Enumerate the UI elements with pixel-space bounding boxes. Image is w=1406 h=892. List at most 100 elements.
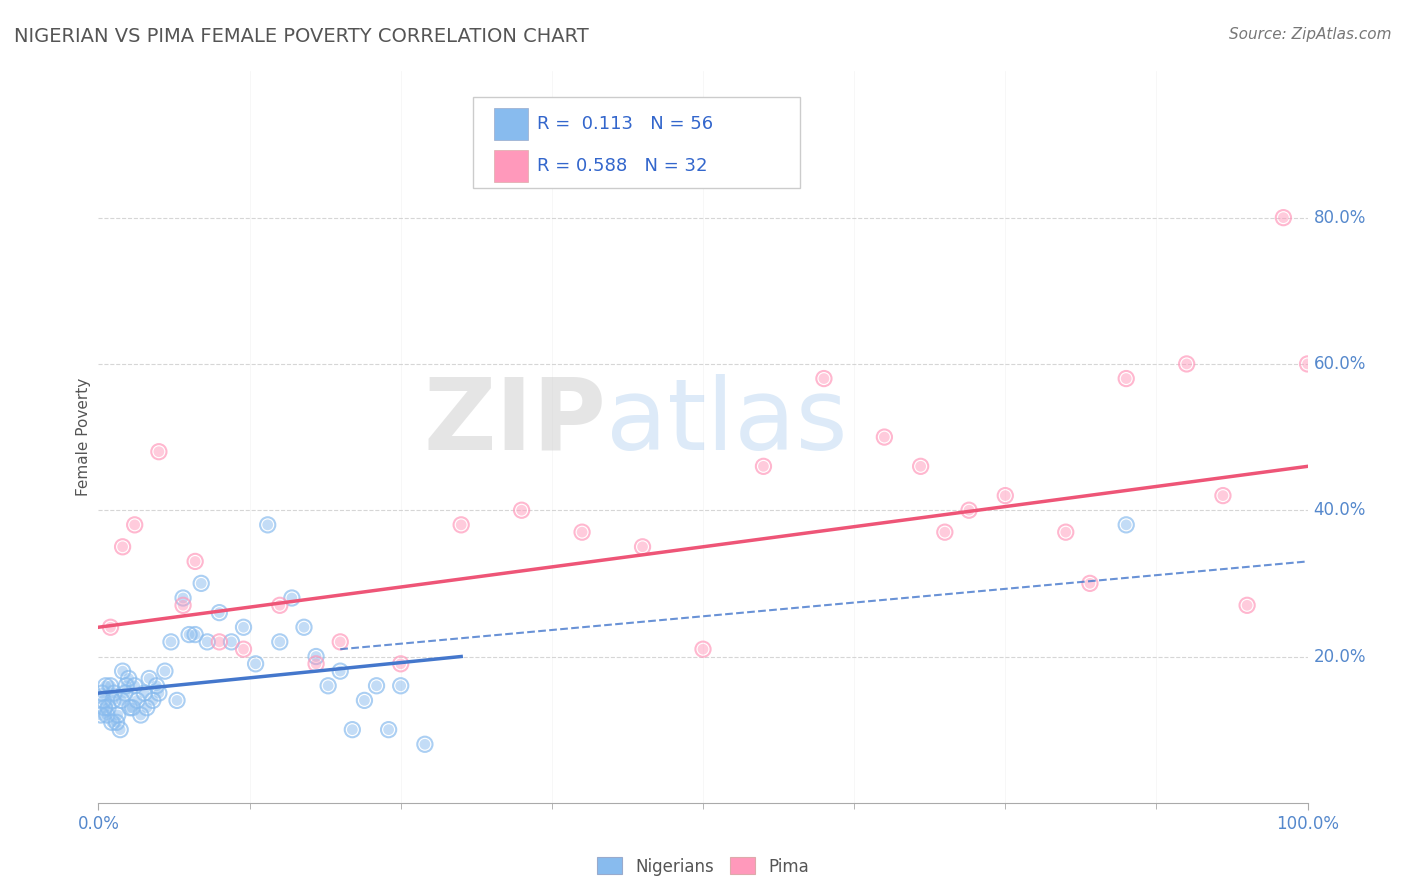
Point — [135, 700, 157, 714]
Point — [450, 517, 472, 532]
Point — [232, 642, 254, 657]
Point — [103, 686, 125, 700]
Point — [1272, 211, 1295, 225]
Point — [510, 503, 533, 517]
Text: R = 0.588   N = 32: R = 0.588 N = 32 — [537, 157, 707, 175]
Point — [111, 540, 134, 554]
Point — [110, 693, 132, 707]
Y-axis label: Female Poverty: Female Poverty — [76, 378, 91, 496]
Point — [208, 606, 231, 620]
Point — [145, 679, 167, 693]
Point — [256, 517, 278, 532]
Point — [1054, 525, 1077, 540]
Point — [631, 540, 654, 554]
Point — [934, 525, 956, 540]
Point — [148, 686, 170, 700]
Point — [108, 723, 131, 737]
Point — [873, 430, 896, 444]
Point — [245, 657, 267, 671]
Point — [153, 664, 176, 678]
Point — [148, 444, 170, 458]
Point — [269, 599, 291, 613]
Point — [377, 723, 399, 737]
Point — [389, 679, 412, 693]
Point — [118, 672, 141, 686]
Point — [90, 708, 112, 723]
Point — [101, 693, 124, 707]
Point — [153, 664, 176, 678]
Point — [957, 503, 980, 517]
Point — [184, 554, 207, 568]
Point — [97, 700, 120, 714]
Point — [166, 693, 188, 707]
Point — [752, 459, 775, 474]
Point — [115, 679, 138, 693]
Point — [752, 459, 775, 474]
Point — [100, 679, 122, 693]
Point — [148, 444, 170, 458]
Point — [269, 635, 291, 649]
Legend: Nigerians, Pima: Nigerians, Pima — [591, 851, 815, 882]
Point — [91, 693, 114, 707]
Text: ZIP: ZIP — [423, 374, 606, 471]
Text: 80.0%: 80.0% — [1313, 209, 1367, 227]
Point — [692, 642, 714, 657]
Point — [121, 700, 143, 714]
Point — [195, 635, 218, 649]
Point — [148, 686, 170, 700]
Point — [138, 672, 160, 686]
Point — [269, 599, 291, 613]
Text: NIGERIAN VS PIMA FEMALE POVERTY CORRELATION CHART: NIGERIAN VS PIMA FEMALE POVERTY CORRELAT… — [14, 27, 589, 45]
Point — [329, 635, 352, 649]
Point — [316, 679, 339, 693]
FancyBboxPatch shape — [494, 150, 527, 182]
Point — [692, 642, 714, 657]
Point — [232, 620, 254, 634]
Point — [305, 649, 328, 664]
Point — [91, 686, 114, 700]
Point — [329, 664, 352, 678]
Point — [111, 664, 134, 678]
Point — [129, 708, 152, 723]
Point — [94, 679, 117, 693]
Point — [1115, 517, 1137, 532]
Point — [813, 371, 835, 385]
Point — [292, 620, 315, 634]
Point — [957, 503, 980, 517]
Point — [1236, 599, 1258, 613]
Point — [179, 627, 201, 641]
Point — [100, 620, 122, 634]
Point — [142, 693, 165, 707]
Point — [245, 657, 267, 671]
Point — [305, 649, 328, 664]
Point — [1236, 599, 1258, 613]
Point — [450, 517, 472, 532]
Point — [366, 679, 388, 693]
Point — [232, 620, 254, 634]
Point — [124, 517, 146, 532]
Point — [160, 635, 183, 649]
Point — [134, 686, 156, 700]
Point — [329, 635, 352, 649]
Point — [1175, 357, 1198, 371]
Point — [115, 679, 138, 693]
Point — [124, 517, 146, 532]
Point — [292, 620, 315, 634]
Point — [105, 715, 128, 730]
Point — [910, 459, 932, 474]
Point — [111, 664, 134, 678]
Point — [353, 693, 375, 707]
Point — [100, 679, 122, 693]
Point — [208, 635, 231, 649]
Point — [571, 525, 593, 540]
Point — [221, 635, 243, 649]
Point — [316, 679, 339, 693]
Point — [114, 686, 136, 700]
Point — [135, 700, 157, 714]
Point — [389, 679, 412, 693]
Point — [107, 708, 129, 723]
Point — [103, 686, 125, 700]
Point — [105, 715, 128, 730]
Text: Source: ZipAtlas.com: Source: ZipAtlas.com — [1229, 27, 1392, 42]
Point — [1115, 371, 1137, 385]
